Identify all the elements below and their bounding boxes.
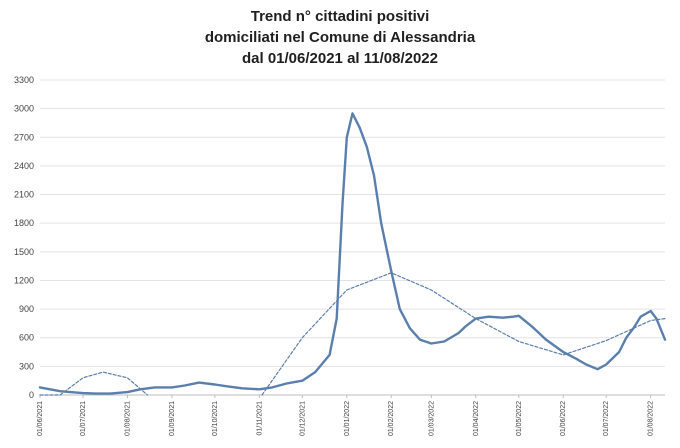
x-tick-label-7: 01/01/2022	[344, 401, 351, 436]
y-tick-label-11: 3300	[14, 75, 34, 85]
y-tick-label-1: 300	[19, 361, 34, 371]
chart-title-line-1: Trend n° cittadini positivi	[250, 8, 430, 25]
x-tick-label-6: 01/12/2021	[299, 401, 306, 436]
x-tick-label-3: 01/09/2021	[169, 401, 176, 436]
grid-layer	[40, 79, 665, 396]
y-tick-label-4: 1200	[14, 275, 34, 285]
x-tick-label-4: 01/10/2021	[212, 401, 219, 436]
x-tick-label-14: 01/08/2022	[648, 401, 655, 436]
y-tick-label-8: 2400	[14, 161, 34, 171]
chart-title-line-2: domiciliati nel Comune di Alessandria	[204, 29, 476, 46]
x-tick-label-1: 01/07/2021	[80, 401, 87, 436]
y-tick-label-0: 0	[29, 390, 34, 400]
trend-line-dashed	[39, 272, 666, 396]
x-tick-label-8: 01/02/2022	[388, 401, 395, 436]
y-axis: 0 300 600 900 1200 1500 1800 2100 2400 2700 3000 33…	[14, 75, 34, 400]
x-tick-label-5: 01/11/2021	[256, 401, 263, 436]
y-tick-label-9: 2700	[14, 132, 34, 142]
y-tick-label-5: 1500	[14, 247, 34, 257]
x-tick-label-13: 01/07/2022	[603, 401, 610, 436]
x-tick-label-12: 01/06/2022	[560, 401, 567, 436]
y-tick-label-2: 600	[19, 333, 34, 343]
y-tick-label-3: 900	[19, 304, 34, 314]
x-axis: 01/06/2021 01/07/2021 01/08/2021 01/09/2021…	[37, 395, 655, 436]
x-tick-label-10: 01/04/2022	[473, 401, 480, 436]
y-tick-label-10: 3000	[14, 104, 34, 114]
y-tick-label-6: 1800	[14, 218, 34, 228]
series-layer	[38, 112, 667, 396]
series-line-positivi	[38, 112, 667, 395]
y-tick-label-7: 2100	[14, 190, 34, 200]
x-tick-label-9: 01/03/2022	[428, 401, 435, 436]
chart-title-line-3: dal 01/06/2021 al 11/08/2022	[241, 50, 438, 67]
x-tick-label-0: 01/06/2021	[37, 401, 44, 436]
x-tick-label-11: 01/05/2022	[516, 401, 523, 436]
x-tick-label-2: 01/08/2021	[124, 401, 131, 436]
